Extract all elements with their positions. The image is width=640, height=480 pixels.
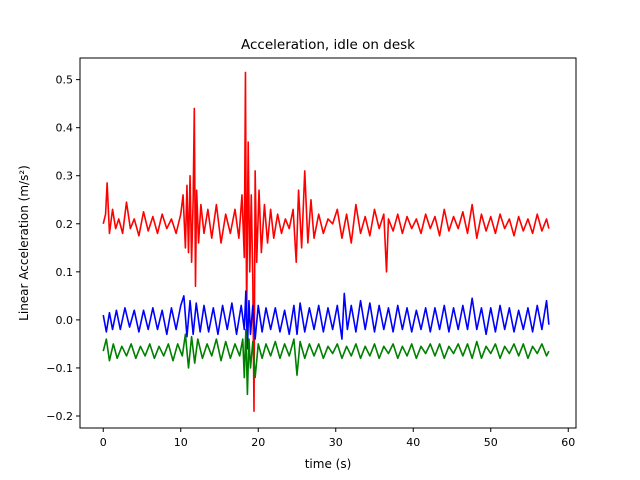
x-axis-label: time (s) (305, 457, 352, 471)
x-tick-label: 0 (100, 436, 107, 449)
y-tick-label: −0.1 (46, 362, 73, 375)
y-tick-label: 0.0 (56, 314, 74, 327)
y-tick-label: 0.5 (56, 74, 74, 87)
x-tick-label: 20 (251, 436, 265, 449)
series-line-1 (102, 71, 550, 412)
x-tick-label: 30 (329, 436, 343, 449)
axes-frame (79, 57, 577, 429)
x-tick-label: 50 (484, 436, 498, 449)
x-tick-label: 10 (174, 436, 188, 449)
series-line-2 (102, 290, 550, 350)
y-tick-label: −0.2 (46, 410, 73, 423)
chart-title: Acceleration, idle on desk (241, 37, 415, 53)
x-tick-label: 40 (406, 436, 420, 449)
x-axis: 0 10 20 30 40 50 60 (100, 428, 575, 449)
y-tick-label: 0.2 (56, 218, 74, 231)
series-layer (102, 71, 550, 412)
x-tick-label: 60 (561, 436, 575, 449)
plot-area (102, 71, 550, 412)
y-tick-label: 0.1 (56, 266, 74, 279)
y-tick-label: 0.3 (56, 170, 74, 183)
y-axis: −0.2 −0.1 0.0 0.1 0.2 0.3 0.4 0.5 (46, 74, 80, 423)
series-line-3 (102, 328, 550, 396)
y-axis-label: Linear Acceleration (m/s²) (17, 165, 31, 321)
y-tick-label: 0.4 (56, 122, 74, 135)
